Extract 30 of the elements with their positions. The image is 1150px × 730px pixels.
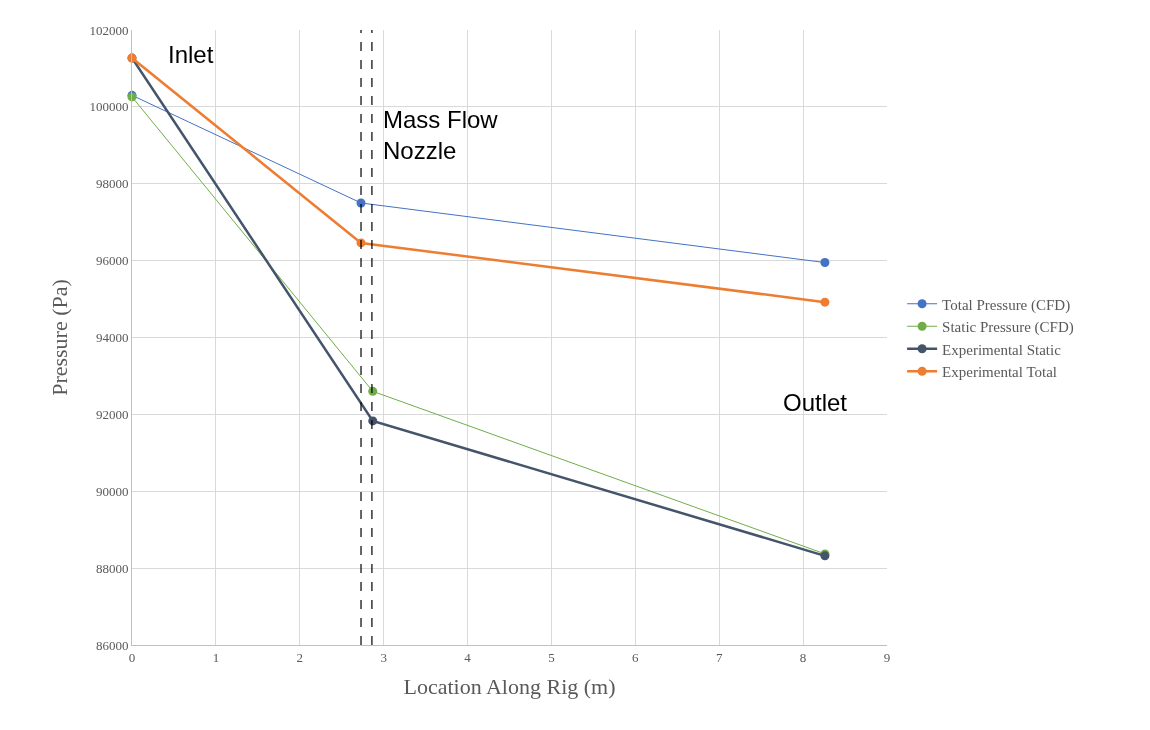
x-tick-label: 4 [464, 649, 472, 665]
y-tick-label: 92000 [95, 406, 129, 422]
y-tick-label: 102000 [89, 22, 129, 38]
x-tick-label: 6 [632, 649, 640, 665]
x-tick-label: 5 [548, 649, 555, 665]
x-tick-label: 1 [212, 649, 220, 665]
y-tick-label: 98000 [95, 176, 129, 192]
x-tick-label: 9 [883, 649, 891, 665]
point [820, 258, 830, 268]
legend-label: Experimental Total [942, 364, 1057, 381]
x-tick-label: 0 [128, 649, 136, 665]
x-tick-label: 8 [799, 649, 807, 665]
x-tick-label: 2 [296, 649, 304, 665]
point [820, 297, 830, 307]
annotation: Inlet [168, 41, 214, 68]
y-tick-label: 88000 [95, 560, 129, 576]
y-tick-label: 100000 [89, 99, 129, 115]
legend-label: Total Pressure (CFD) [942, 296, 1071, 314]
annotation: Outlet [783, 389, 848, 416]
y-axis-title: Pressure (Pa) [47, 279, 73, 396]
x-axis-title: Location Along Rig (m) [403, 674, 616, 700]
y-tick-label: 86000 [95, 637, 129, 653]
y-tick-label: 96000 [95, 253, 129, 269]
annotation: Mass Flow Nozzle [383, 106, 499, 165]
x-tick-label: 7 [715, 649, 723, 665]
y-tick-label: 90000 [95, 483, 129, 499]
y-tick-label: 94000 [95, 330, 129, 346]
legend-label: Static Pressure (CFD) [942, 319, 1074, 337]
x-tick-label: 3 [380, 649, 387, 665]
legend-label: Experimental Static [942, 341, 1062, 358]
